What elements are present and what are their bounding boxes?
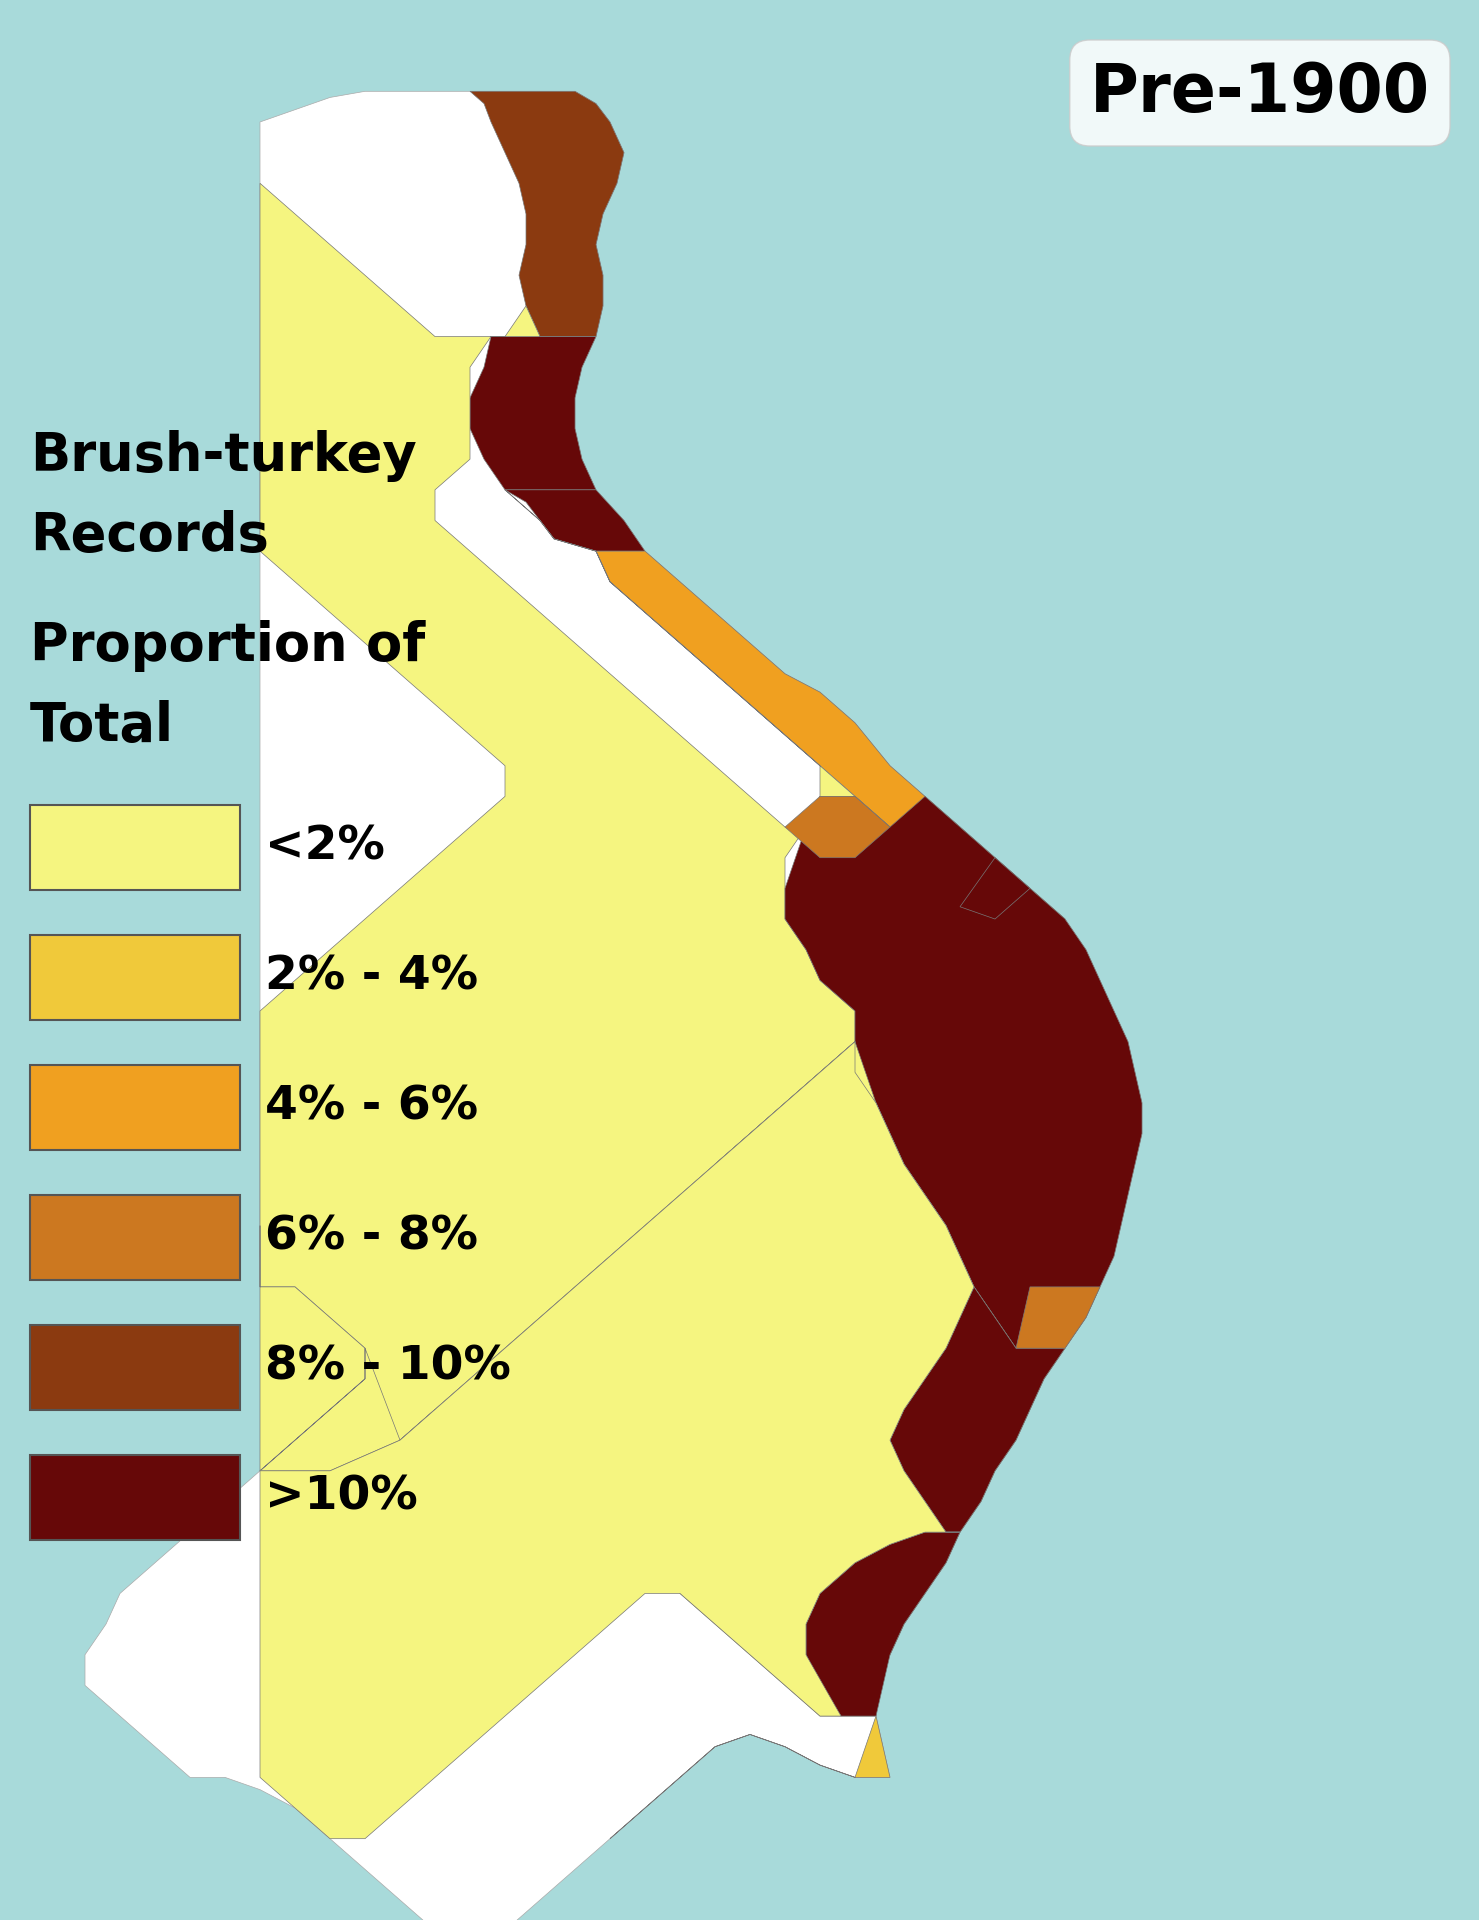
Polygon shape	[260, 1043, 1065, 1716]
Polygon shape	[785, 797, 890, 858]
Polygon shape	[890, 1286, 1065, 1532]
Text: <2%: <2%	[265, 826, 385, 870]
Text: 8% - 10%: 8% - 10%	[265, 1346, 510, 1390]
Text: >10%: >10%	[265, 1475, 417, 1521]
Polygon shape	[960, 858, 1029, 920]
Polygon shape	[609, 1716, 890, 1839]
Bar	[30, 1455, 240, 1540]
Text: Records: Records	[30, 511, 269, 563]
Text: 2% - 4%: 2% - 4%	[265, 954, 478, 1000]
Polygon shape	[260, 182, 1065, 1471]
Polygon shape	[84, 92, 1142, 1920]
Polygon shape	[504, 490, 645, 551]
Polygon shape	[470, 92, 624, 336]
Polygon shape	[1016, 1286, 1100, 1348]
Text: 6% - 8%: 6% - 8%	[265, 1215, 478, 1260]
Polygon shape	[260, 1043, 975, 1839]
Text: Brush-turkey: Brush-turkey	[30, 430, 417, 482]
Bar	[30, 1194, 240, 1281]
Polygon shape	[714, 797, 1142, 1348]
Text: 4% - 6%: 4% - 6%	[265, 1085, 478, 1131]
Text: Pre-1900: Pre-1900	[1090, 60, 1430, 127]
Polygon shape	[470, 336, 596, 490]
Bar	[30, 1325, 240, 1409]
Bar	[30, 935, 240, 1020]
Bar	[30, 1066, 240, 1150]
Text: Total: Total	[30, 701, 175, 753]
Polygon shape	[596, 551, 960, 828]
Text: Proportion of: Proportion of	[30, 620, 426, 672]
Bar	[30, 804, 240, 891]
Polygon shape	[806, 1532, 960, 1716]
